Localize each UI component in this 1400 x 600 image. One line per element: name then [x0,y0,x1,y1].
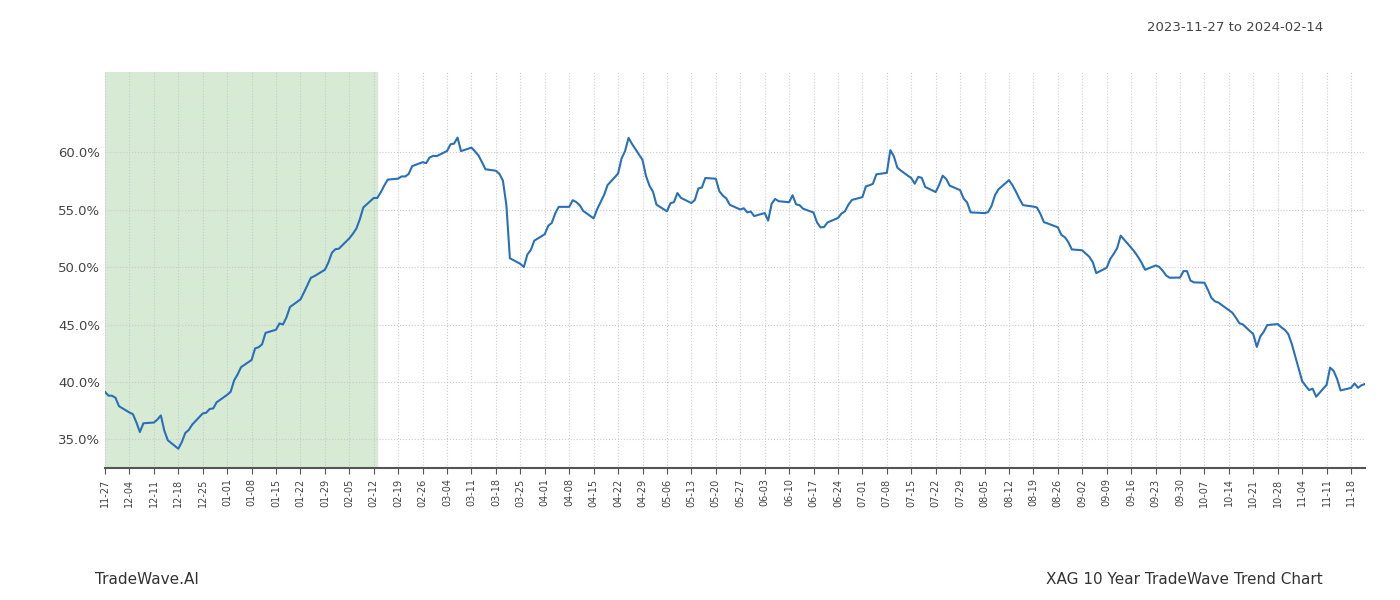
Text: TradeWave.AI: TradeWave.AI [95,572,199,587]
Text: XAG 10 Year TradeWave Trend Chart: XAG 10 Year TradeWave Trend Chart [1046,572,1323,587]
Bar [105,72,377,468]
Text: 2023-11-27 to 2024-02-14: 2023-11-27 to 2024-02-14 [1147,21,1323,34]
